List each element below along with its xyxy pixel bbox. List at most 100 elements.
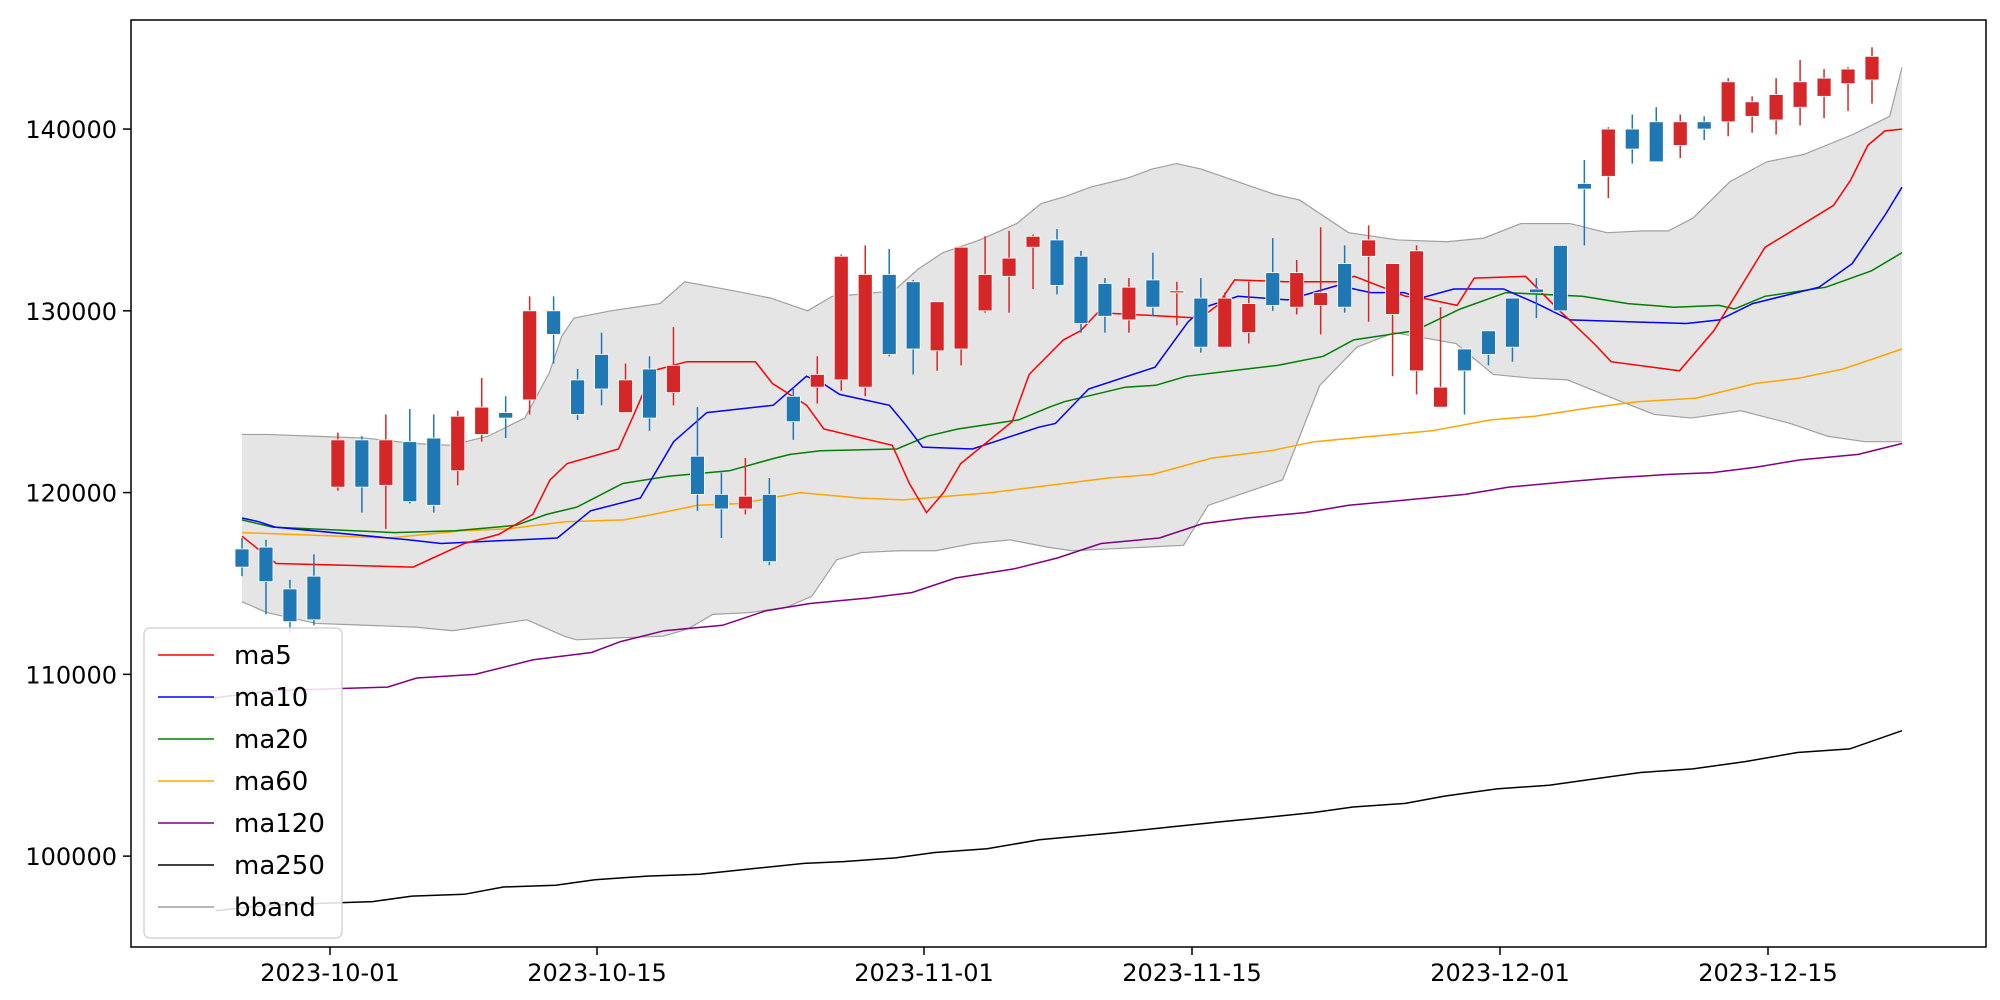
candle xyxy=(474,378,490,442)
candle xyxy=(1409,245,1424,395)
candle xyxy=(1840,67,1856,111)
x-tick-label: 2023-11-01 xyxy=(854,959,993,987)
candle-body xyxy=(402,441,418,503)
candle-body xyxy=(809,374,825,388)
candle-body xyxy=(1864,55,1880,81)
y-tick-label: 130000 xyxy=(25,298,117,326)
candle-body xyxy=(1529,288,1544,294)
candle-body xyxy=(1744,101,1760,117)
candle-body xyxy=(474,406,490,435)
moving-average-lines xyxy=(212,128,1903,912)
candle-body xyxy=(1816,77,1832,97)
candle-body xyxy=(1433,386,1448,408)
candle xyxy=(426,414,442,513)
candle xyxy=(594,332,609,406)
bollinger-band xyxy=(241,67,1903,641)
candle xyxy=(1720,78,1736,137)
candle xyxy=(1744,96,1760,133)
legend-label-ma5: ma5 xyxy=(234,641,292,671)
y-tick-label: 100000 xyxy=(25,843,117,871)
candle-body xyxy=(1121,286,1137,321)
candle xyxy=(1864,47,1880,104)
candle xyxy=(857,245,873,397)
candle xyxy=(1097,278,1113,333)
ma250-line xyxy=(215,729,1903,912)
candle-body xyxy=(354,439,370,488)
candle xyxy=(1696,116,1712,140)
candle-body xyxy=(1361,239,1377,257)
candle xyxy=(402,408,418,504)
candle-body xyxy=(1049,239,1065,286)
candle-body xyxy=(1576,183,1592,190)
candle xyxy=(546,296,562,364)
legend-label-ma10: ma10 xyxy=(234,683,308,713)
candle xyxy=(881,249,897,357)
candle-body xyxy=(761,494,777,563)
candle xyxy=(1025,234,1041,290)
candle-body xyxy=(857,274,873,388)
candle xyxy=(258,539,274,615)
candle-body xyxy=(1385,263,1400,315)
x-tick-label: 2023-11-15 xyxy=(1122,959,1261,987)
candle xyxy=(234,538,250,577)
candle xyxy=(1816,69,1832,119)
candle xyxy=(618,363,633,414)
candle-body xyxy=(1696,121,1712,130)
candle xyxy=(953,246,969,366)
candle-body xyxy=(977,274,993,312)
candle xyxy=(905,279,921,375)
candle xyxy=(330,432,346,491)
candle-body xyxy=(1313,292,1329,306)
candle xyxy=(714,472,729,539)
candle-body xyxy=(306,575,322,621)
x-tick-label: 2023-10-01 xyxy=(260,959,399,987)
candle xyxy=(570,368,585,420)
candle xyxy=(761,478,777,566)
candle xyxy=(1600,127,1616,199)
x-tick-label: 2023-12-01 xyxy=(1430,959,1569,987)
candle xyxy=(1337,245,1353,313)
candle-body xyxy=(330,439,346,488)
candle-body xyxy=(881,274,897,355)
y-tick-label: 120000 xyxy=(25,480,117,508)
candle-body xyxy=(258,546,274,583)
candle xyxy=(1576,159,1592,246)
candle-body xyxy=(450,415,466,472)
candle-body xyxy=(1289,272,1305,308)
x-tick-label: 2023-10-15 xyxy=(527,959,666,987)
candle xyxy=(354,436,370,513)
candle-body xyxy=(1648,121,1664,163)
candle-body xyxy=(785,395,801,423)
candle xyxy=(1457,348,1472,415)
candle-body xyxy=(1840,68,1856,85)
candle xyxy=(1361,225,1377,322)
candle xyxy=(282,579,298,633)
candle-body xyxy=(1025,235,1041,248)
ma5-line xyxy=(241,128,1903,568)
candle xyxy=(1289,259,1305,315)
candle xyxy=(450,410,466,486)
candle-body xyxy=(1097,283,1113,317)
candle-body xyxy=(234,548,250,568)
candle xyxy=(666,327,681,406)
candle-body xyxy=(282,588,298,623)
candle-body xyxy=(618,379,633,414)
candle xyxy=(1073,250,1089,333)
candle xyxy=(1552,244,1568,312)
candle-body xyxy=(1600,128,1616,177)
candles xyxy=(234,47,1880,633)
legend-label-ma250: ma250 xyxy=(234,851,325,881)
candle-body xyxy=(1672,121,1688,146)
bband-fill xyxy=(242,67,1902,640)
candle-body xyxy=(1624,128,1640,150)
ma20-line xyxy=(241,252,1903,534)
legend-label-ma20: ma20 xyxy=(234,725,308,755)
candle-body xyxy=(1241,303,1257,334)
candle xyxy=(1648,107,1664,163)
candle-body xyxy=(1337,263,1353,308)
candle-body xyxy=(378,439,394,486)
candle-body xyxy=(1792,81,1808,108)
candle-body xyxy=(666,364,681,394)
candle-body xyxy=(953,246,969,350)
